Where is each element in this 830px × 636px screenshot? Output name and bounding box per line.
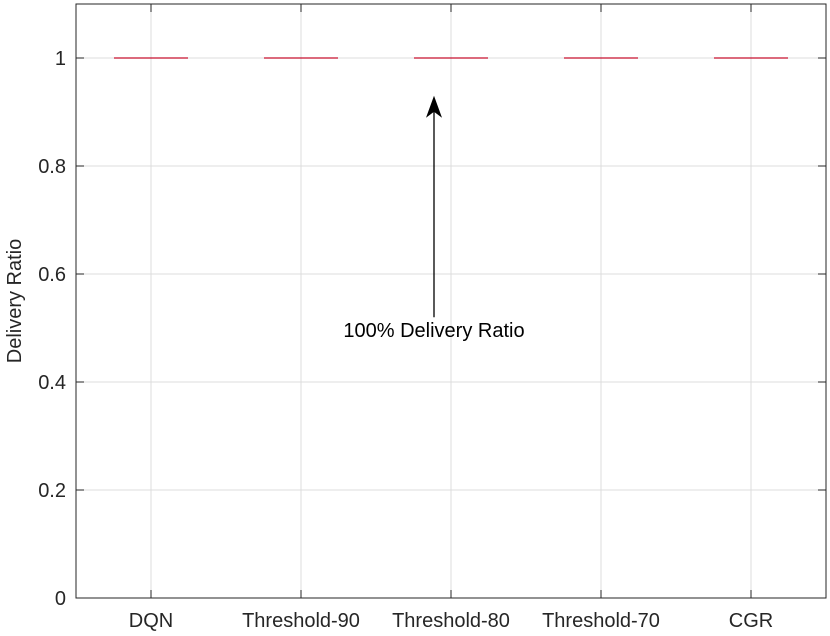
grid-lines: [76, 4, 826, 599]
y-tick-label: 0.8: [38, 156, 66, 178]
y-tick-label: 0.2: [38, 480, 66, 502]
x-tick-label: Threshold-70: [542, 610, 660, 632]
y-tick-label: 1: [55, 48, 66, 70]
axis-ticks: [76, 4, 826, 599]
x-tick-label: Threshold-90: [242, 610, 360, 632]
annotation: 100% Delivery Ratio: [343, 95, 525, 342]
y-tick-label: 0: [55, 588, 66, 610]
annotation-arrow-head: [426, 95, 442, 118]
x-tick-label: CGR: [729, 610, 773, 632]
x-tick-labels: DQN Threshold-90 Threshold-80 Threshold-70 C…: [129, 610, 773, 632]
x-tick-label: DQN: [129, 610, 173, 632]
annotation-label: 100% Delivery Ratio: [343, 320, 524, 342]
y-tick-label: 0.4: [38, 372, 66, 394]
x-tick-label: Threshold-80: [392, 610, 510, 632]
y-tick-label: 0.6: [38, 264, 66, 286]
y-axis-label: Delivery Ratio: [4, 239, 26, 363]
y-tick-labels: 0 0.2 0.4 0.6 0.8 1: [38, 48, 66, 610]
